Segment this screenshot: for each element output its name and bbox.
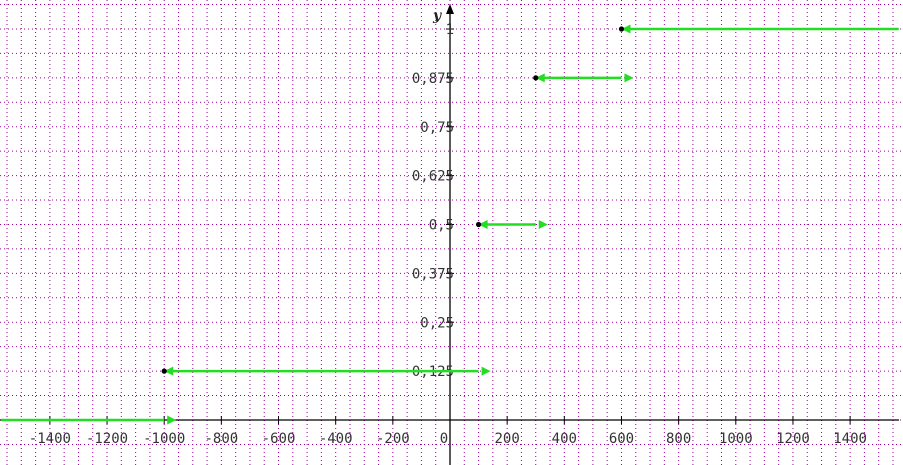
y-tick-label: 0,75	[420, 120, 454, 136]
step-point	[161, 368, 167, 374]
segment-arrowhead	[624, 73, 634, 83]
segment-arrowhead	[167, 415, 177, 425]
segment-arrowhead	[538, 220, 548, 229]
segment-arrowhead	[164, 366, 174, 376]
segment-arrowhead	[481, 366, 491, 376]
segment-arrowhead	[535, 73, 545, 83]
y-tick-label: 0,625	[412, 169, 454, 185]
x-tick-label: -400	[319, 431, 353, 447]
segment-arrowhead	[621, 24, 631, 34]
y-axis-label: y	[432, 8, 442, 24]
y-tick-label: 0,25	[420, 315, 454, 331]
x-tick-label: -1200	[86, 431, 128, 447]
step-point	[618, 26, 625, 32]
x-tick-label: 1000	[719, 431, 753, 447]
x-tick-label: -600	[262, 431, 296, 447]
x-axis-ticks: -1400 -1200 -1000 -800 -600 -400 -200 200 400 600…	[29, 416, 867, 447]
x-tick-label: 400	[552, 431, 577, 447]
segment-arrowhead	[478, 220, 488, 229]
x-tick-label: 1400	[833, 431, 867, 447]
y-tick-label: 1	[446, 22, 454, 38]
x-tick-label: -1400	[29, 431, 71, 447]
step-point	[475, 221, 482, 228]
y-tick-label: 0,5	[429, 218, 454, 234]
x-tick-label: -800	[205, 431, 239, 447]
x-tick-label: 1200	[776, 431, 810, 447]
x-tick-label: -200	[376, 431, 410, 447]
y-tick-label: 0,375	[412, 266, 454, 282]
y-tick-label: 0,875	[412, 71, 454, 87]
function-series	[1, 24, 899, 425]
x-tick-label: -1000	[143, 431, 185, 447]
y-axis-arrow-icon	[446, 4, 454, 14]
origin-label: 0	[440, 431, 448, 447]
x-tick-label: 800	[666, 431, 691, 447]
x-tick-label: 200	[495, 431, 520, 447]
x-tick-label: 600	[609, 431, 634, 447]
step-point	[533, 75, 539, 81]
